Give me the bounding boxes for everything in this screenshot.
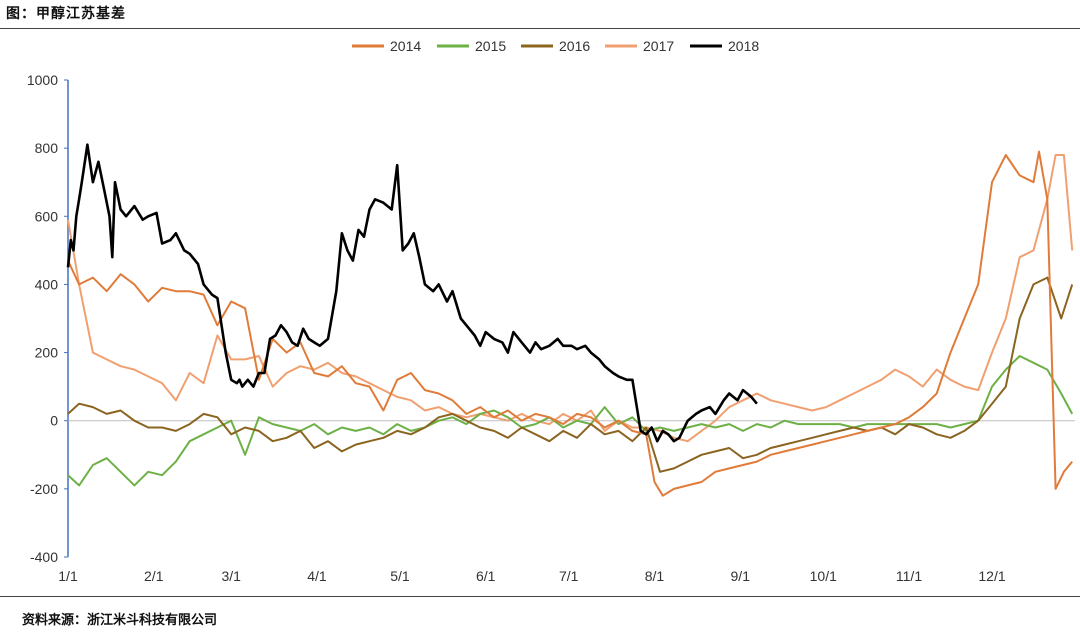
legend-label-2015: 2015: [475, 38, 506, 54]
y-tick-label: -200: [30, 481, 58, 497]
x-tick-label: 10/1: [810, 568, 837, 584]
series-line-2018: [66, 143, 758, 443]
y-tick-label: 600: [35, 208, 59, 224]
y-tick-label: 0: [50, 413, 58, 429]
legend-label-2017: 2017: [643, 38, 674, 54]
x-tick-label: 3/1: [221, 568, 241, 584]
y-tick-label: 200: [35, 345, 59, 361]
x-tick-label: 12/1: [978, 568, 1005, 584]
series-line-2014: [67, 150, 1073, 497]
series-line-2016: [67, 276, 1074, 473]
x-tick-label: 9/1: [731, 568, 751, 584]
chart-title: 图：甲醇江苏基差: [6, 6, 126, 22]
title-divider: [0, 28, 1080, 29]
legend-label-2014: 2014: [390, 38, 421, 54]
series-line-2015: [67, 355, 1074, 487]
series-lines: [66, 143, 1074, 497]
y-tick-label: -400: [30, 549, 58, 565]
y-tick-label: 400: [35, 276, 59, 292]
footer-divider: [0, 596, 1080, 597]
x-tick-label: 4/1: [307, 568, 327, 584]
y-axis: 1000 800 600 400 200 0 -200 -400: [27, 72, 69, 565]
x-tick-label: 1/1: [58, 568, 78, 584]
source-note: 资料来源：浙江米斗科技有限公司: [22, 613, 218, 628]
legend-label-2016: 2016: [559, 38, 590, 54]
x-axis: 1/1 2/1 3/1 4/1 5/1 6/1 7/1 8/1 9/1 10/1 11/1 12/1: [58, 420, 1075, 584]
y-tick-label: 800: [35, 140, 59, 156]
chart-legend: 2014 2015 2016 2017 2018: [352, 38, 759, 54]
x-tick-label: 2/1: [144, 568, 164, 584]
legend-label-2018: 2018: [728, 38, 759, 54]
x-tick-label: 5/1: [390, 568, 410, 584]
x-tick-label: 11/1: [896, 568, 922, 584]
x-tick-label: 7/1: [559, 568, 579, 584]
x-tick-label: 8/1: [645, 568, 665, 584]
basis-line-chart: 2014 2015 2016 2017 2018 1000 800 600 400 200 0 -2…: [27, 38, 1075, 584]
x-tick-label: 6/1: [476, 568, 496, 584]
y-tick-label: 1000: [27, 72, 58, 88]
